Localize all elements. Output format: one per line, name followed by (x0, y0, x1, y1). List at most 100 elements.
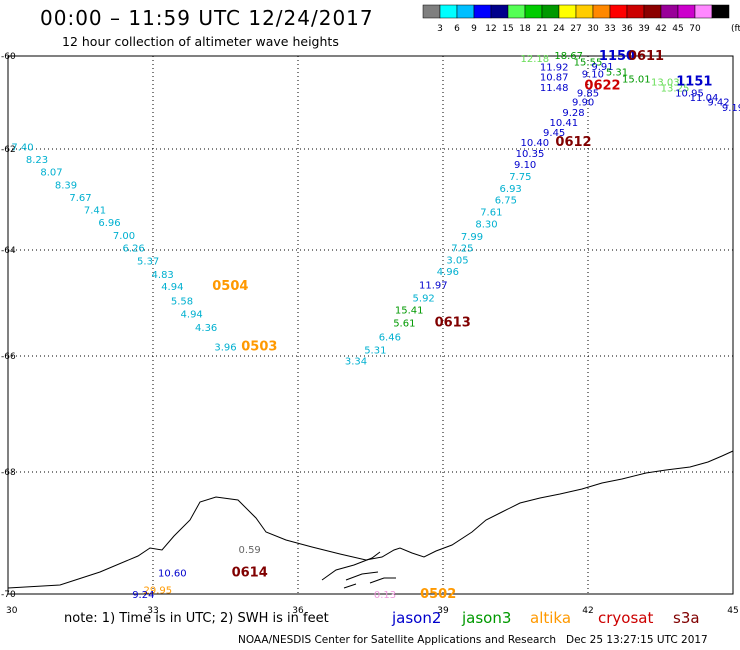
scale-swatch (507, 4, 526, 19)
legend-s3a: s3a (673, 609, 700, 627)
wave-height-value: 6.75 (495, 196, 517, 207)
pass-time-label: 1151 (676, 75, 712, 90)
wave-height-labels: 7.408.23 8.078.39 7.67 7.416.96 7.006.26 5.37… (11, 49, 740, 602)
wave-height-value: 9.19 (722, 103, 740, 114)
wave-height-value: 9.10 (582, 70, 604, 81)
wave-height-value: 7.41 (84, 206, 106, 217)
wave-height-value: 15.01 (622, 74, 651, 85)
footer-note: note: 1) Time is in UTC; 2) SWH is in fe… (64, 611, 329, 626)
scale-label: 42 (655, 24, 666, 34)
wave-height-value: 4.83 (152, 270, 174, 281)
scale-label: 70 (689, 24, 701, 34)
scale-swatch (592, 4, 611, 19)
wave-height-value: 9.24 (132, 590, 154, 601)
wave-height-value: 5.31 (606, 67, 628, 78)
wave-height-value: 29.95 (144, 586, 173, 597)
wave-height-value: 10.87 (540, 72, 569, 83)
pass-time-label: 0612 (555, 135, 591, 150)
wave-height-value: 6.96 (98, 218, 120, 229)
lat-tick-label: -62 (1, 145, 16, 155)
scale-swatch (439, 4, 458, 19)
lon-tick-label: 33 (147, 606, 158, 616)
wave-height-value: 8.23 (26, 155, 48, 166)
wave-height-value: 5.37 (137, 257, 159, 268)
wave-height-value: 7.99 (461, 232, 483, 243)
wave-height-value: 13.25 (661, 84, 690, 95)
wave-height-value: 9.85 (577, 88, 599, 99)
scale-swatch (643, 4, 662, 19)
wave-height-value: 5.31 (364, 346, 386, 357)
scale-label: 33 (604, 24, 615, 34)
wave-height-value: 6.93 (500, 184, 522, 195)
pass-time-label: 0622 (584, 78, 620, 93)
scale-swatch (677, 4, 696, 19)
wave-height-value: 8.39 (55, 180, 77, 191)
lon-tick-label: 30 (6, 606, 18, 616)
wave-height-value: 4.94 (181, 310, 203, 321)
page-title: 00:00 – 11:59 UTC 12/24/2017 (40, 6, 374, 30)
scale-label: 27 (570, 24, 581, 34)
wave-height-value: 8.07 (40, 168, 62, 179)
scale-swatch (609, 4, 628, 19)
scale-label: 45 (672, 24, 683, 34)
wave-height-value: 5.58 (171, 296, 193, 307)
wave-height-value: 9.91 (591, 62, 613, 73)
scale-label: 21 (536, 24, 547, 34)
wave-height-value: 3.96 (214, 342, 236, 353)
scale-swatch (694, 4, 713, 19)
coastline (7, 450, 734, 589)
wave-height-value: 4.36 (195, 323, 217, 334)
wave-height-value: 9.45 (543, 128, 565, 139)
pass-time-label: 0614 (232, 566, 268, 581)
scale-label: 24 (553, 24, 565, 34)
scale-label: 15 (502, 24, 513, 34)
lon-tick-label: 42 (582, 606, 593, 616)
wave-height-value: 9.10 (514, 160, 536, 171)
lon-tick-label: 45 (727, 606, 738, 616)
wave-height-value: 6.26 (123, 243, 145, 254)
wave-height-value: 9.28 (562, 108, 584, 119)
wave-height-value: 10.41 (550, 118, 579, 129)
wave-height-value: 7.40 (11, 143, 33, 154)
scale-swatch (422, 4, 441, 19)
lat-tick-label: -66 (1, 352, 16, 362)
wave-height-value: 11.48 (540, 83, 569, 94)
scale-label: 12 (485, 24, 496, 34)
wave-height-value: 4.96 (437, 267, 459, 278)
scale-swatch (626, 4, 645, 19)
scale-swatch (660, 4, 679, 19)
lat-tick-label: -64 (1, 246, 16, 256)
scale-unit: (ft) (731, 24, 740, 34)
wave-height-value: 9.42 (707, 98, 729, 109)
wave-height-value: 11.92 (540, 63, 569, 74)
scale-swatch (558, 4, 577, 19)
wave-height-value: 5.61 (393, 319, 415, 330)
lon-tick-label: 39 (437, 606, 449, 616)
pass-time-label: 1150 (599, 49, 635, 64)
wave-height-value: 0.59 (239, 545, 261, 556)
footer-credit: NOAA/NESDIS Center for Satellite Applica… (238, 634, 708, 646)
wave-height-value: 5.92 (413, 294, 435, 305)
wave-height-value: 11.04 (690, 93, 719, 104)
scale-swatch (524, 4, 543, 19)
wave-height-value: 7.75 (509, 172, 531, 183)
coastline-islands (321, 551, 396, 589)
scale-swatch (541, 4, 560, 19)
scale-label: 30 (587, 24, 599, 34)
lat-tick-label: -68 (1, 468, 16, 478)
wave-height-value: 9.90 (572, 98, 594, 109)
pass-time-label: 0613 (435, 316, 471, 331)
page-subtitle: 12 hour collection of altimeter wave hei… (62, 34, 339, 49)
lat-lon-grid: 30 33 36 39 42 45 -60 -62 -64 -66 -68 -70 (1, 52, 739, 616)
wave-height-value: 13.03 (651, 78, 680, 89)
wave-height-value: 3.05 (446, 256, 468, 267)
wave-height-value: 11.97 (419, 280, 448, 291)
wave-height-value: 7.61 (480, 208, 502, 219)
scale-label: 39 (638, 24, 650, 34)
lon-tick-label: 36 (292, 606, 304, 616)
lat-tick-label: -70 (1, 590, 16, 600)
wave-height-value: 8.30 (475, 220, 497, 231)
legend-jason3: jason3 (462, 609, 512, 627)
wave-height-value: 10.40 (521, 138, 550, 149)
